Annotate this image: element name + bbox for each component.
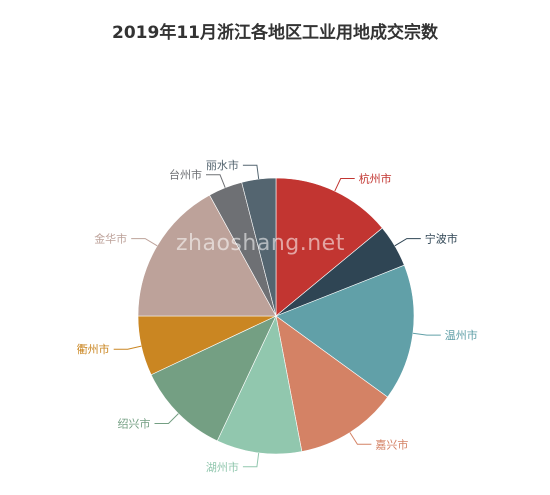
slice-label-4: 湖州市 bbox=[206, 460, 239, 474]
pie-slice-0[interactable] bbox=[275, 177, 383, 317]
pie-slice-3[interactable] bbox=[275, 315, 389, 452]
label-line-3 bbox=[349, 432, 372, 445]
label-line-8 bbox=[206, 174, 226, 188]
slice-label-1: 宁波市 bbox=[425, 232, 458, 246]
label-line-0 bbox=[334, 178, 355, 192]
pie-slice-4[interactable] bbox=[216, 315, 303, 455]
label-line-7 bbox=[131, 238, 158, 247]
watermark: zhaoshang.net bbox=[176, 231, 345, 256]
slice-label-9: 丽水市 bbox=[206, 158, 239, 172]
chart-title: 2019年11月浙江各地区工业用地成交宗数 bbox=[112, 23, 438, 43]
label-line-5 bbox=[154, 413, 179, 424]
slice-label-3: 嘉兴市 bbox=[375, 437, 408, 451]
pie-slice-2[interactable] bbox=[275, 264, 415, 398]
label-line-2 bbox=[412, 332, 441, 336]
label-line-4 bbox=[242, 452, 260, 468]
slice-label-6: 衢州市 bbox=[77, 342, 110, 356]
label-line-1 bbox=[394, 238, 421, 247]
pie-slice-5[interactable] bbox=[150, 315, 277, 442]
slice-label-7: 金华市 bbox=[94, 232, 127, 246]
label-line-6 bbox=[113, 345, 142, 350]
slice-label-5: 绍兴市 bbox=[118, 417, 151, 431]
slice-label-2: 温州市 bbox=[445, 328, 478, 342]
label-line-9 bbox=[242, 164, 260, 180]
slice-label-0: 杭州市 bbox=[359, 172, 392, 186]
slice-label-8: 台州市 bbox=[169, 168, 202, 182]
